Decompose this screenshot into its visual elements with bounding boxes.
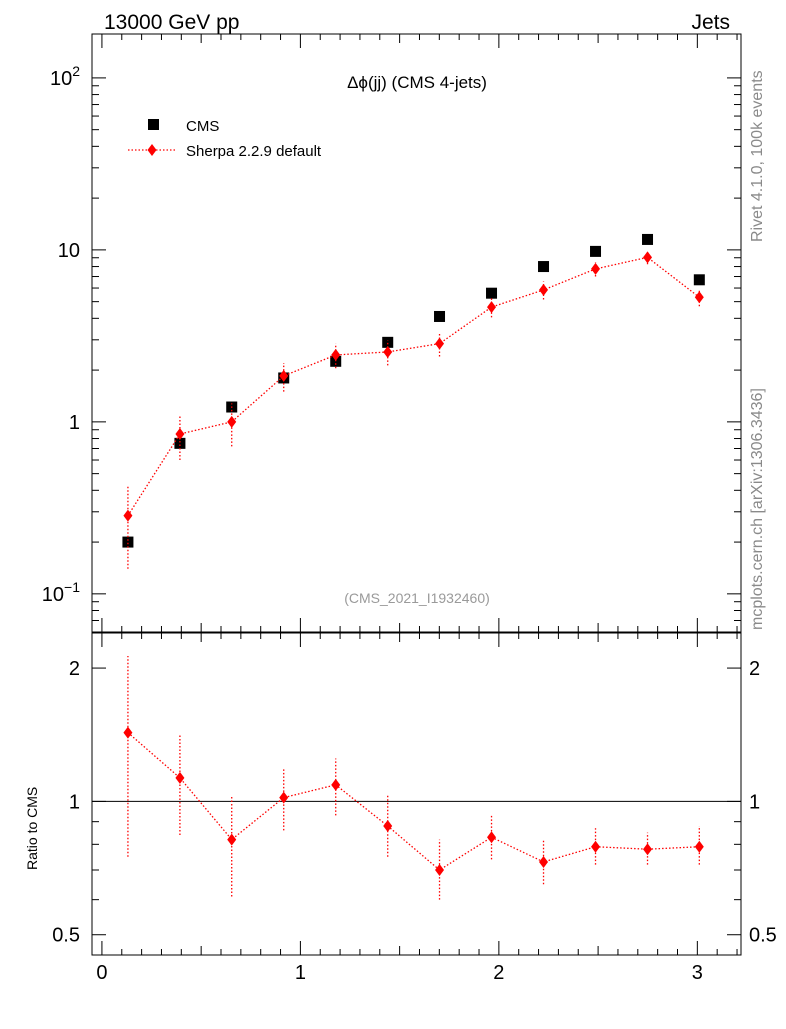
header-right-label: Jets	[691, 11, 730, 34]
sherpa-ratio-point	[643, 843, 653, 856]
sherpa-ratio-point	[123, 726, 133, 739]
side-label-rivet: Rivet 4.1.0, 100k events	[749, 70, 766, 242]
sherpa-data-point	[227, 415, 237, 428]
cms-data-point	[538, 261, 550, 273]
sherpa-data-point	[175, 428, 185, 441]
cms-data-point	[174, 437, 186, 449]
sherpa-ratio-point	[331, 778, 341, 791]
axes-group: 0 1 2 3 102 10 1 10−1 2 2 1 1 0.5 0.5	[42, 33, 777, 984]
cms-data-point	[122, 536, 134, 548]
x-tick-label: 3	[692, 962, 703, 984]
cms-data-point	[590, 245, 602, 257]
sherpa-ratio-point	[279, 791, 289, 804]
legend-item-sherpa: Sherpa 2.2.9 default	[128, 143, 322, 160]
cms-data-point	[486, 287, 498, 299]
sherpa-line	[127, 256, 700, 516]
chart-title: Δϕ(jj) (CMS 4-jets)	[347, 73, 487, 92]
ratio-y-tick-label-right: 1	[749, 791, 760, 813]
sherpa-ratio-point	[591, 840, 601, 853]
legend-sherpa-marker	[147, 144, 157, 156]
legend-cms-marker	[148, 119, 159, 130]
sherpa-data-point	[643, 251, 653, 264]
cms-data-point	[330, 355, 342, 367]
header-left-label: 13000 GeV pp	[104, 11, 239, 34]
ratio-plot-frame	[91, 632, 742, 956]
sherpa-ratio-point	[539, 855, 549, 868]
legend-cms-label: CMS	[186, 118, 219, 135]
ratio-y-tick-label-right: 2	[749, 658, 760, 680]
cms-data-point	[434, 310, 446, 322]
main-y-tick-label: 10	[58, 240, 80, 262]
sherpa-data-point	[539, 283, 549, 296]
sherpa-data-point	[435, 337, 445, 350]
x-tick-label: 2	[493, 962, 504, 984]
sherpa-data-point	[279, 369, 289, 382]
cms-data-point	[642, 233, 654, 245]
sherpa-data-point	[123, 509, 133, 522]
sherpa-ratio-point	[487, 831, 497, 844]
main-plot-frame	[91, 33, 742, 633]
side-label-mcplots: mcplots.cern.ch [arXiv:1306.3436]	[749, 388, 766, 630]
sherpa-ratio-series	[123, 655, 704, 900]
cms-data-point	[693, 274, 705, 286]
sherpa-ratio-point	[227, 833, 237, 846]
legend-sherpa-label: Sherpa 2.2.9 default	[186, 143, 322, 160]
cms-series	[122, 233, 705, 548]
sherpa-data-point	[331, 348, 341, 361]
sherpa-ratio-point	[383, 819, 393, 832]
ratio-y-axis-label: Ratio to CMS	[24, 787, 40, 870]
cms-data-point	[382, 336, 394, 348]
main-y-tick-label: 102	[50, 63, 80, 90]
ratio-y-tick-label: 0.5	[52, 925, 80, 947]
sherpa-data-point	[591, 262, 601, 275]
sherpa-ratio-point	[435, 864, 445, 877]
legend-item-cms: CMS	[148, 118, 219, 135]
sherpa-ratio-point	[175, 771, 185, 784]
sherpa-data-point	[487, 301, 497, 314]
main-y-tick-label: 1	[69, 412, 80, 434]
watermark-label: (CMS_2021_I1932460)	[344, 590, 490, 606]
sherpa-series	[123, 251, 704, 569]
sherpa-data-point	[694, 291, 704, 304]
x-tick-label: 1	[295, 962, 306, 984]
main-y-tick-label: 10−1	[42, 579, 80, 606]
sherpa-ratio-point	[694, 840, 704, 853]
sherpa-data-point	[383, 345, 393, 358]
x-tick-label: 0	[96, 962, 107, 984]
ratio-y-tick-label: 1	[69, 791, 80, 813]
ratio-y-tick-label-right: 0.5	[749, 925, 777, 947]
ratio-y-tick-label: 2	[69, 658, 80, 680]
